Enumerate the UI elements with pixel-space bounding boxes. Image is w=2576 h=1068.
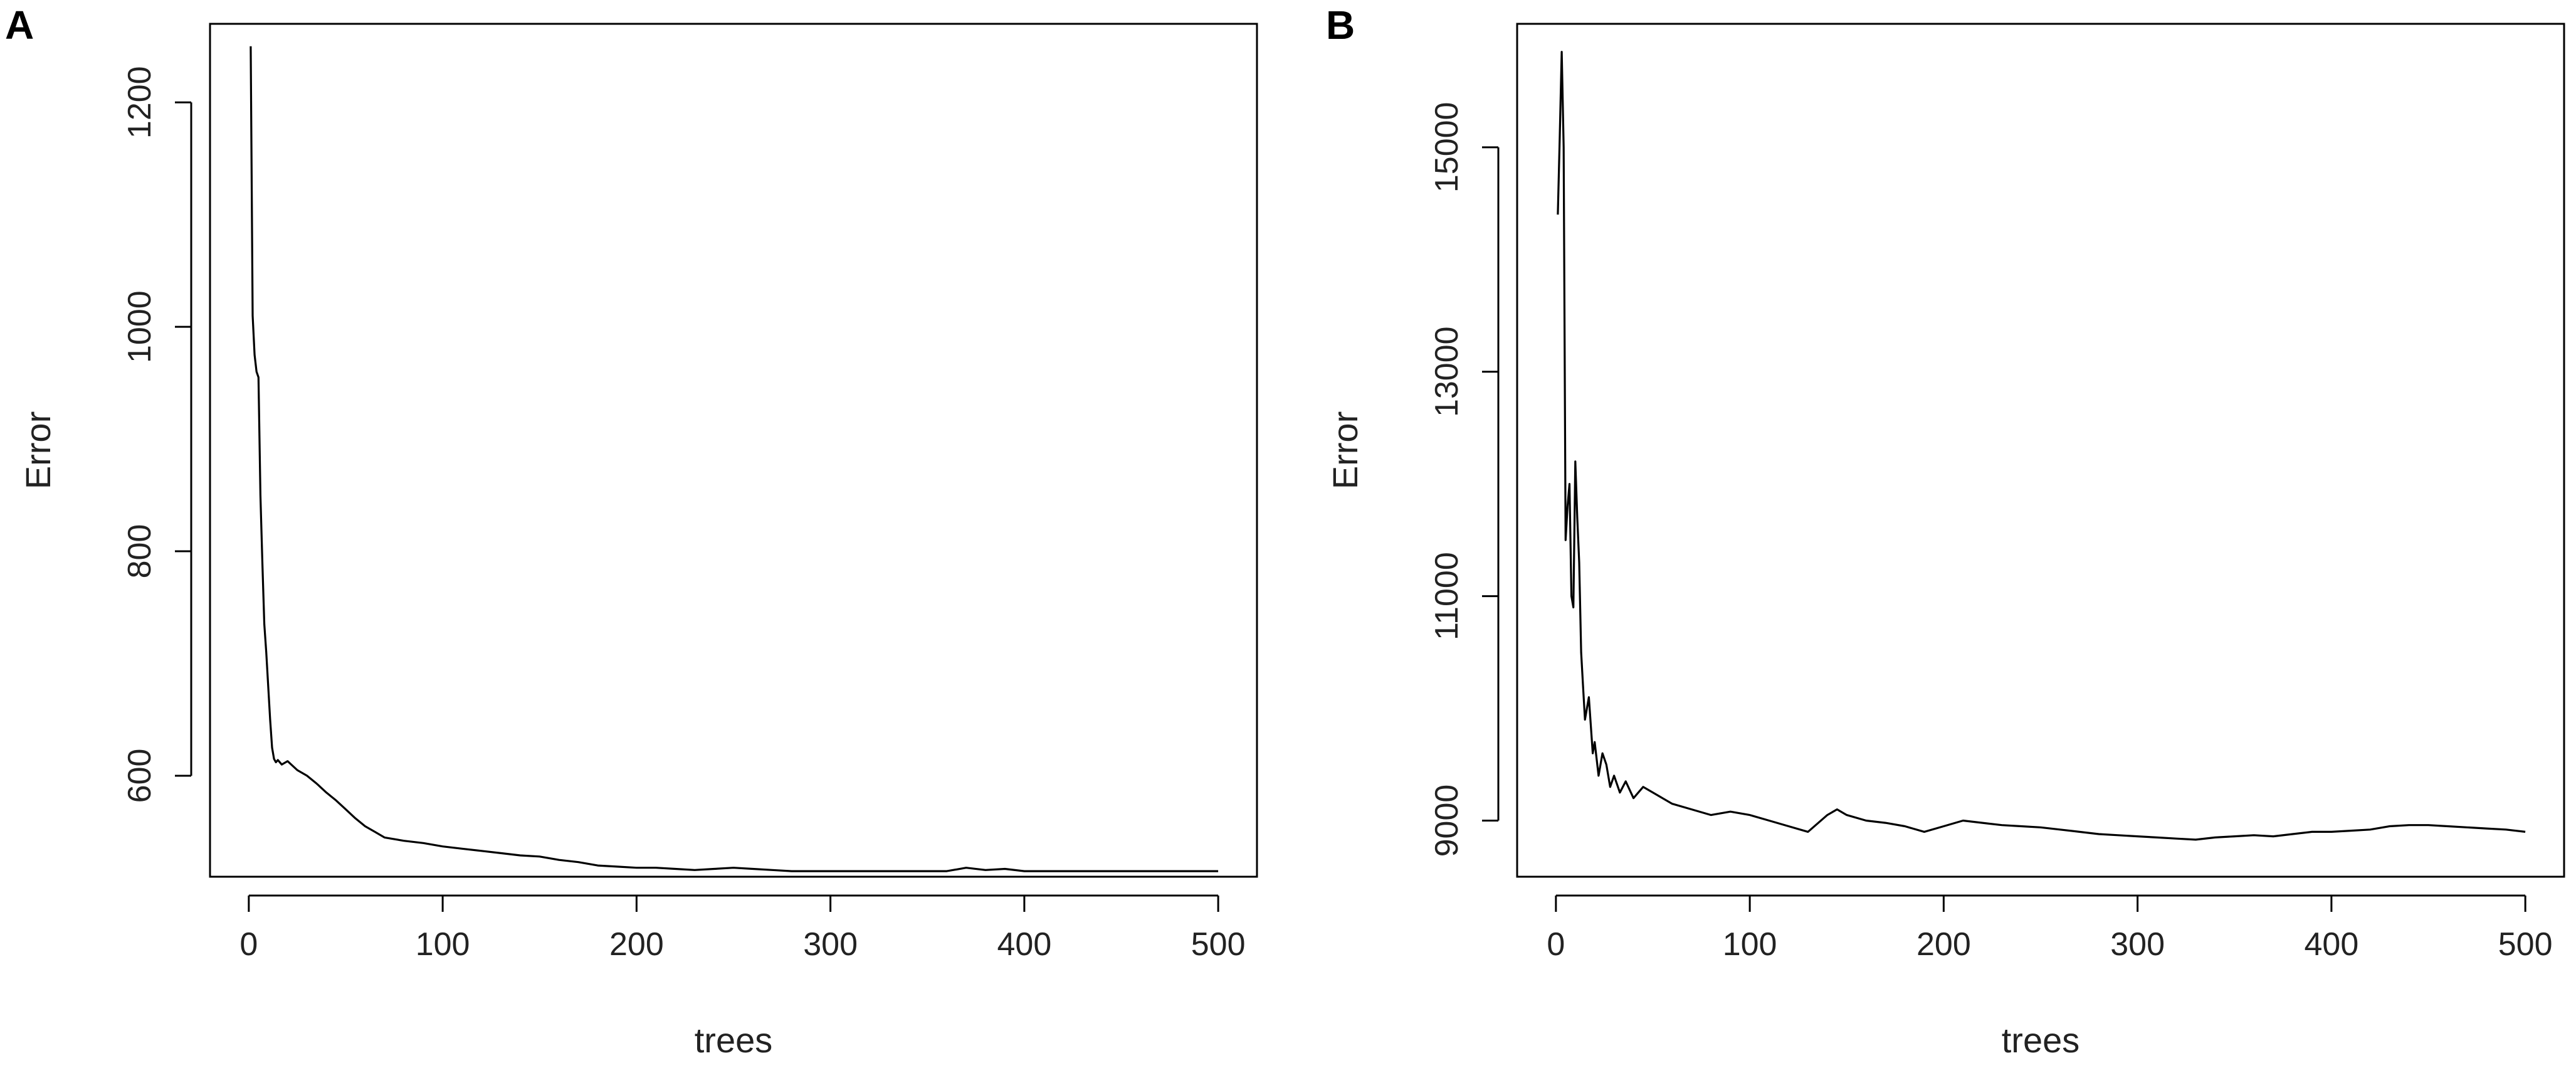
panel-b-error-line [1557,51,2526,841]
panel-b-y-axis-title: Error [1325,411,1365,489]
panel-b-x-tick-label: 400 [2305,926,2359,963]
panel-a-y-tick-label: 800 [122,524,158,579]
panel-a-y-axis: 600 800 1000 1200 [122,66,192,803]
panel-a-y-tick-label: 600 [122,749,158,803]
panel-b-label: B [1326,3,1355,48]
panel-b-y-tick-label: 13000 [1429,326,1465,417]
panel-a-x-tick-label: 100 [416,926,470,963]
panel-b-y-tick-label: 11000 [1429,552,1465,640]
panel-a: A Error trees 600 800 1000 1200 0 100 200 300 4… [5,3,1258,1060]
panel-b-x-tick-label: 100 [1723,926,1777,963]
panel-a-plot-frame [209,23,1258,878]
panel-a-x-tick-label: 0 [239,926,258,963]
panel-a-x-axis: 0 100 200 300 400 500 [239,894,1246,963]
panel-a-y-tick-label: 1200 [122,66,158,139]
panel-b: B Error trees 9000 11000 13000 15000 0 100 20… [1325,3,2565,1060]
panel-b-x-axis: 0 100 200 300 400 500 [1547,894,2553,963]
panel-a-y-axis-title: Error [18,411,58,489]
panel-b-x-axis-title: trees [2002,1020,2080,1060]
panel-b-x-tick-label: 0 [1547,926,1565,963]
panel-b-y-tick-label: 15000 [1429,102,1465,193]
panel-b-x-tick-label: 200 [1916,926,1971,963]
panel-b-y-tick-label: 9000 [1429,785,1465,857]
panel-a-x-axis-title: trees [695,1020,773,1060]
panel-a-y-tick-label: 1000 [122,290,158,363]
panel-a-x-tick-label: 200 [609,926,664,963]
panel-a-error-line [250,46,1219,872]
panel-a-x-tick-label: 300 [803,926,858,963]
panel-b-x-tick-label: 300 [2110,926,2165,963]
panel-b-y-axis: 9000 11000 13000 15000 [1429,102,1500,857]
panel-a-x-tick-label: 400 [997,926,1052,963]
panel-a-x-tick-label: 500 [1191,926,1246,963]
panel-b-plot-frame [1516,23,2565,878]
panel-b-x-tick-label: 500 [2498,926,2553,963]
panel-a-label: A [5,3,34,48]
